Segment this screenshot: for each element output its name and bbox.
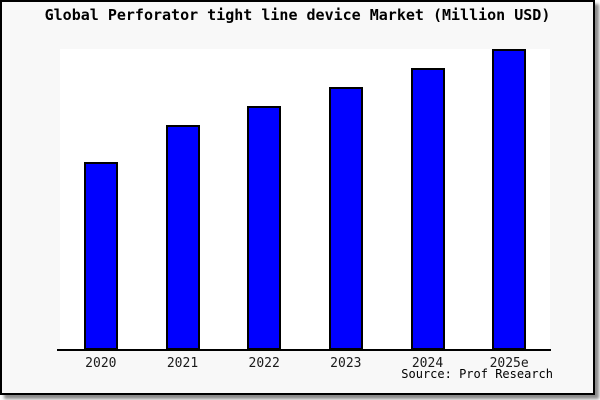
chart-title: Global Perforator tight line device Mark…: [44, 6, 551, 24]
bar-2020: [83, 162, 118, 350]
x-tick-label-2024: 2024: [411, 356, 444, 371]
bar-2023: [328, 87, 363, 350]
source-credit: Source: Prof Research: [401, 367, 553, 381]
bar-2024: [410, 68, 445, 350]
x-tick-label-2022: 2022: [248, 356, 280, 371]
bar-2022: [247, 106, 282, 350]
x-tick-label-2021: 2021: [166, 356, 199, 371]
x-axis-line: [57, 349, 551, 351]
plot-area: [60, 49, 550, 350]
bar-2021: [165, 125, 200, 350]
bar-2025e: [492, 49, 527, 350]
x-tick-label-2023: 2023: [330, 356, 362, 371]
x-tick-label-2020: 2020: [85, 356, 117, 371]
x-tick-label-2025e: 2025e: [489, 356, 529, 371]
